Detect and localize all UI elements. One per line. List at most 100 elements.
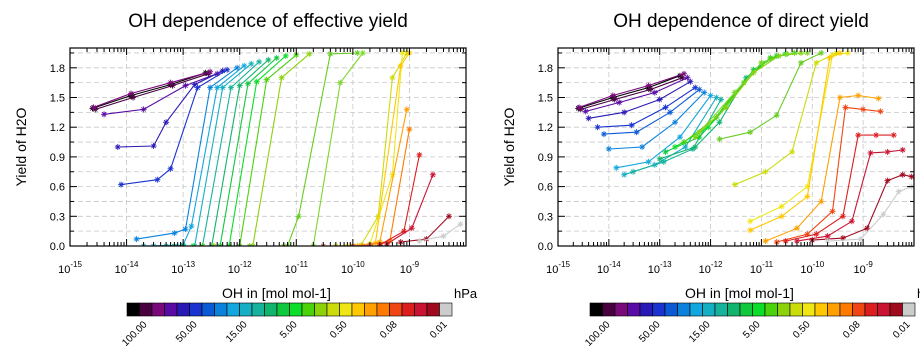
data-point [818, 49, 825, 56]
colorbar: OH in [mol mol-1] hPa 100.00 50.00 15.00 5.00… [583, 285, 920, 349]
colorbar-cell [251, 302, 265, 317]
x-axis-title: OH in [mol mol-1] [685, 285, 794, 301]
data-point [789, 148, 796, 155]
series-line [827, 186, 912, 242]
y-tick-label: 0.0 [50, 241, 65, 253]
series-line [698, 52, 808, 133]
data-point [576, 104, 583, 111]
colorbar-tick-label: 50.00 [174, 319, 200, 345]
data-point [884, 177, 891, 184]
y-tick-label: 0.6 [50, 182, 65, 194]
data-point [182, 82, 189, 89]
colorbar-tick-label: 100.00 [120, 319, 150, 349]
colorbar-tick-label: 0.08 [378, 319, 400, 341]
data-point [836, 94, 843, 101]
data-point [244, 80, 251, 87]
colorbar-cell [151, 302, 165, 317]
y-axis-title: Yield of H2O [13, 107, 29, 186]
data-point [214, 84, 221, 91]
data-point [773, 112, 780, 119]
y-axis-title: Yield of H2O [501, 107, 517, 186]
series-line [202, 54, 297, 246]
y-tick-label: 1.2 [538, 122, 553, 134]
series-line [603, 89, 700, 135]
series-line [92, 72, 206, 109]
data-point [680, 70, 687, 77]
colorbar-tick-label: 0.01 [428, 319, 450, 341]
data-point [163, 119, 170, 126]
data-point [154, 176, 161, 183]
data-point [784, 50, 791, 57]
data-point [855, 92, 862, 99]
series-line [166, 61, 260, 246]
data-point [890, 132, 897, 139]
data-point [877, 108, 884, 115]
data-point [207, 68, 214, 75]
data-point [416, 151, 423, 158]
colorbar-cell [276, 302, 290, 317]
colorbar-tick-label: 15.00 [224, 319, 250, 345]
data-point [256, 58, 263, 65]
data-point [793, 225, 800, 232]
y-axis: 0.0 0.3 0.6 0.9 1.2 1.5 1.8 Yield of H2O [13, 52, 466, 253]
data-point [682, 144, 689, 150]
data-point [762, 168, 769, 175]
colorbar-cell [677, 302, 691, 317]
data-point [389, 171, 396, 178]
data-point [722, 104, 729, 111]
x-axis: 10-15 10-14 10-13 10-12 10-11 10-10 10-9 [58, 48, 464, 276]
colorbar-cell [189, 302, 203, 317]
colorbar-cell [727, 302, 741, 317]
data-point [880, 211, 887, 218]
series-line [352, 52, 410, 246]
data-point [875, 95, 882, 102]
colorbar-cell [326, 302, 340, 317]
colorbar-cell [201, 302, 215, 317]
data-point [263, 76, 270, 83]
grid [557, 48, 915, 246]
data-point [403, 106, 410, 113]
plot-frame [557, 47, 915, 247]
data-point [676, 134, 683, 141]
x-tick-label: 10-9 [400, 260, 420, 276]
data-point [839, 213, 846, 220]
data-point [860, 106, 867, 113]
data-point [762, 238, 769, 245]
colorbar-tick-label: 0.01 [891, 319, 913, 341]
x-tick-label: 10-14 [115, 260, 139, 276]
data-point [585, 115, 592, 122]
data-point [630, 168, 637, 175]
y-tick-label: 0.6 [538, 182, 553, 194]
colorbar-tick-label: 0.50 [791, 319, 813, 341]
data-point [616, 99, 623, 106]
data-point [707, 92, 714, 99]
series-line [104, 73, 218, 115]
data-point [692, 134, 699, 141]
data-point [716, 119, 723, 126]
series-line [362, 129, 410, 246]
colorbar-cell [214, 302, 228, 317]
colorbar-cell [589, 302, 603, 317]
data-point [855, 132, 862, 139]
colorbar-cell [877, 302, 891, 317]
x-tick-label: 10-10 [341, 260, 365, 276]
data-point [813, 59, 820, 66]
x-tick-label: 10-12 [228, 260, 252, 276]
series-line [323, 244, 370, 246]
colorbar-cell [301, 302, 315, 317]
data-point [645, 158, 652, 165]
x-tick-label: 10-15 [58, 260, 82, 276]
data-point [747, 227, 754, 234]
data-point [408, 225, 415, 232]
data-point [829, 208, 836, 215]
series-group [89, 49, 464, 246]
data-point [118, 181, 125, 188]
data-point [778, 213, 785, 220]
colorbar-cell [164, 302, 178, 317]
colorbar-cell [614, 302, 628, 317]
series-line [283, 52, 364, 246]
series-line [616, 95, 712, 169]
y-tick-label: 1.5 [538, 93, 553, 105]
data-point [672, 144, 679, 150]
data-point [621, 171, 628, 178]
